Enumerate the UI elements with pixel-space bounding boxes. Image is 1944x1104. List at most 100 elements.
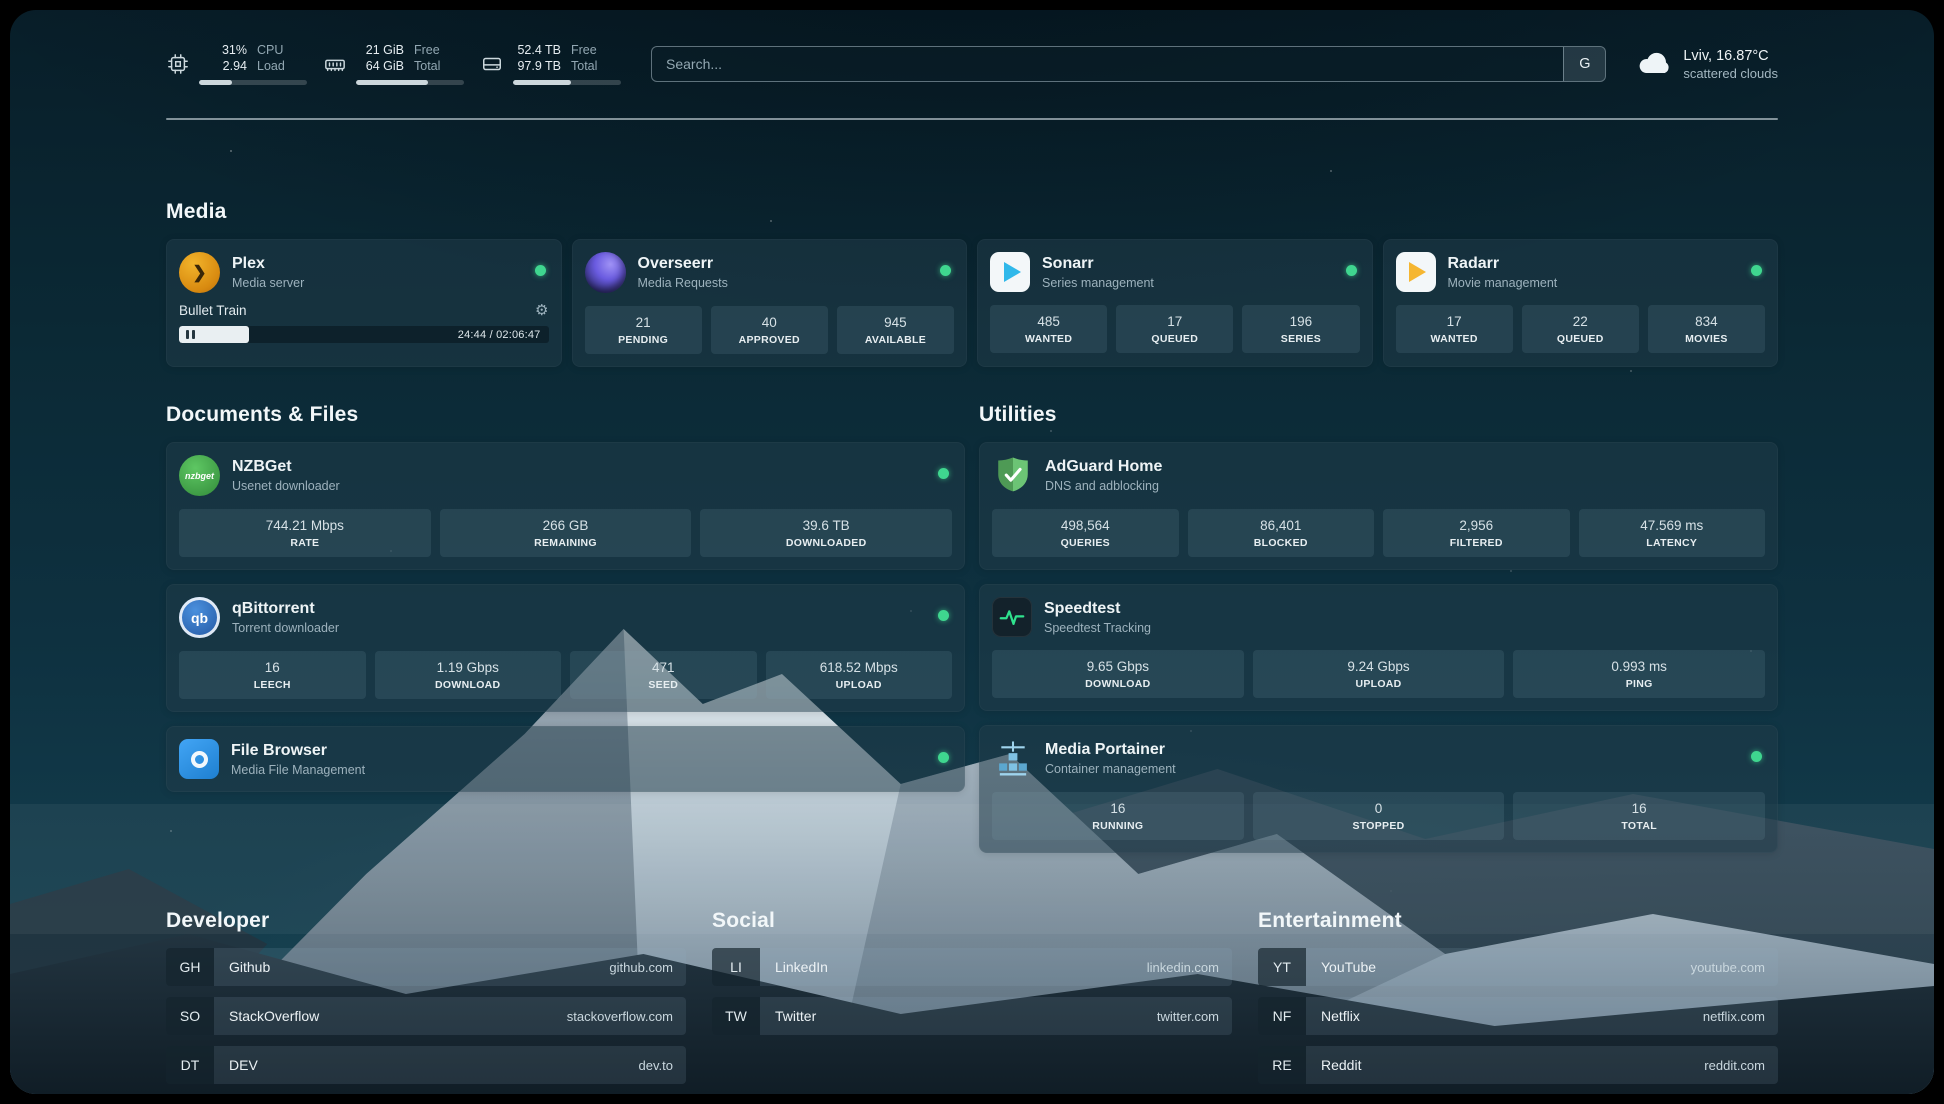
stat-label: UPLOAD bbox=[768, 679, 951, 691]
bookmark-twitter[interactable]: TW Twitter twitter.com bbox=[712, 997, 1232, 1035]
bookmark-abbr: SO bbox=[166, 997, 214, 1035]
stat-label: LEECH bbox=[181, 679, 364, 691]
stat-label: BLOCKED bbox=[1190, 537, 1373, 549]
stat-label: REMAINING bbox=[442, 537, 690, 549]
nzbget-status-dot bbox=[938, 468, 949, 479]
bookmark-abbr: DT bbox=[166, 1046, 214, 1084]
bookmark-name: StackOverflow bbox=[214, 997, 567, 1035]
stat-queued: 22 QUEUED bbox=[1522, 305, 1639, 353]
ram-free-value: 21 GiB bbox=[356, 43, 404, 59]
disk-total-value: 97.9 TB bbox=[513, 59, 561, 75]
overseerr-link[interactable]: Overseerr Media Requests bbox=[585, 252, 955, 293]
bookmark-linkedin[interactable]: LI LinkedIn linkedin.com bbox=[712, 948, 1232, 986]
bookmark-stackoverflow[interactable]: SO StackOverflow stackoverflow.com bbox=[166, 997, 686, 1035]
stat-value: 266 GB bbox=[442, 518, 690, 533]
sonarr-link[interactable]: Sonarr Series management bbox=[990, 252, 1360, 292]
stat-label: TOTAL bbox=[1515, 820, 1763, 832]
stat-value: 945 bbox=[839, 315, 952, 330]
stat-label: APPROVED bbox=[713, 334, 826, 346]
stat-value: 21 bbox=[587, 315, 700, 330]
social-section-title: Social bbox=[712, 909, 1232, 933]
plex-link[interactable]: ❯ Plex Media server bbox=[179, 252, 549, 293]
stat-value: 22 bbox=[1524, 314, 1637, 329]
pause-icon[interactable] bbox=[186, 330, 195, 339]
bookmark-abbr: YT bbox=[1258, 948, 1306, 986]
stat-upload: 9.24 Gbps UPLOAD bbox=[1253, 650, 1505, 698]
weather-widget: Lviv, 16.87°C scattered clouds bbox=[1636, 48, 1778, 81]
card-qbittorrent: qb qBittorrent Torrent downloader 16 LEE… bbox=[166, 584, 965, 712]
stat-ping: 0.993 ms PING bbox=[1513, 650, 1765, 698]
ram-bar bbox=[356, 80, 464, 85]
stat-value: 196 bbox=[1244, 314, 1357, 329]
adguard-link[interactable]: AdGuard Home DNS and adblocking bbox=[992, 455, 1765, 496]
speedtest-link[interactable]: Speedtest Speedtest Tracking bbox=[992, 597, 1765, 637]
bookmark-abbr: GH bbox=[166, 948, 214, 986]
bookmark-github[interactable]: GH Github github.com bbox=[166, 948, 686, 986]
stat-value: 17 bbox=[1118, 314, 1231, 329]
overseerr-name: Overseerr bbox=[638, 255, 728, 273]
bookmark-reddit[interactable]: RE Reddit reddit.com bbox=[1258, 1046, 1778, 1084]
stat-series: 196 SERIES bbox=[1242, 305, 1359, 353]
filebrowser-status-dot bbox=[938, 752, 949, 763]
search-input[interactable] bbox=[652, 47, 1563, 81]
speedtest-icon bbox=[992, 597, 1032, 637]
search-provider-button[interactable]: G bbox=[1563, 47, 1605, 81]
top-bar: 31% 2.94 CPU Load bbox=[166, 40, 1778, 88]
stat-value: 47.569 ms bbox=[1581, 518, 1764, 533]
qbittorrent-subtitle: Torrent downloader bbox=[232, 621, 339, 635]
stat-label: UPLOAD bbox=[1255, 678, 1503, 690]
radarr-icon bbox=[1396, 252, 1436, 292]
qbittorrent-name: qBittorrent bbox=[232, 600, 339, 618]
bookmark-dev[interactable]: DT DEV dev.to bbox=[166, 1046, 686, 1084]
disk-free-value: 52.4 TB bbox=[513, 43, 561, 59]
stat-label: WANTED bbox=[1398, 333, 1511, 345]
qbittorrent-link[interactable]: qb qBittorrent Torrent downloader bbox=[179, 597, 952, 638]
search-bar: G bbox=[651, 46, 1606, 82]
nzbget-icon: nzbget bbox=[179, 455, 220, 496]
disk-bar bbox=[513, 80, 621, 85]
speedtest-subtitle: Speedtest Tracking bbox=[1044, 621, 1151, 635]
nzbget-link[interactable]: nzbget NZBGet Usenet downloader bbox=[179, 455, 952, 496]
section-developer: Developer GH Github github.com SO StackO… bbox=[166, 909, 686, 1084]
bookmark-youtube[interactable]: YT YouTube youtube.com bbox=[1258, 948, 1778, 986]
card-speedtest: Speedtest Speedtest Tracking 9.65 Gbps D… bbox=[979, 584, 1778, 711]
filebrowser-link[interactable]: File Browser Media File Management bbox=[179, 739, 952, 779]
header-divider bbox=[166, 118, 1778, 120]
stat-label: WANTED bbox=[992, 333, 1105, 345]
stat-wanted: 485 WANTED bbox=[990, 305, 1107, 353]
disk-icon bbox=[480, 52, 504, 76]
stat-value: 471 bbox=[572, 660, 755, 675]
plex-progress-bar[interactable]: 24:44 / 02:06:47 bbox=[179, 326, 549, 343]
bookmark-name: YouTube bbox=[1306, 948, 1691, 986]
stat-value: 485 bbox=[992, 314, 1105, 329]
cpu-bar-fill bbox=[199, 80, 232, 85]
bookmark-url: twitter.com bbox=[1157, 997, 1232, 1035]
plex-time: 24:44 / 02:06:47 bbox=[458, 329, 541, 341]
stat-value: 86,401 bbox=[1190, 518, 1373, 533]
ram-widget: 21 GiB 64 GiB Free Total bbox=[323, 43, 464, 84]
radarr-subtitle: Movie management bbox=[1448, 276, 1558, 290]
stat-queued: 17 QUEUED bbox=[1116, 305, 1233, 353]
dashboard-screen: 31% 2.94 CPU Load bbox=[10, 10, 1934, 1094]
stat-wanted: 17 WANTED bbox=[1396, 305, 1513, 353]
stat-value: 2,956 bbox=[1385, 518, 1568, 533]
overseerr-subtitle: Media Requests bbox=[638, 276, 728, 290]
bookmark-name: LinkedIn bbox=[760, 948, 1147, 986]
section-documents: Documents & Files nzbget NZBGet Usenet d… bbox=[166, 403, 965, 792]
stat-value: 16 bbox=[1515, 801, 1763, 816]
bookmark-abbr: NF bbox=[1258, 997, 1306, 1035]
bookmark-netflix[interactable]: NF Netflix netflix.com bbox=[1258, 997, 1778, 1035]
card-plex: ❯ Plex Media server Bullet Train ⚙ bbox=[166, 239, 562, 367]
overseerr-icon bbox=[585, 252, 626, 293]
stat-label: PING bbox=[1515, 678, 1763, 690]
plex-settings-gear-icon[interactable]: ⚙ bbox=[535, 303, 548, 318]
radarr-link[interactable]: Radarr Movie management bbox=[1396, 252, 1766, 292]
bookmark-url: reddit.com bbox=[1704, 1046, 1778, 1084]
stat-label: DOWNLOAD bbox=[994, 678, 1242, 690]
media-section-title: Media bbox=[166, 200, 1778, 224]
portainer-link[interactable]: Media Portainer Container management bbox=[992, 738, 1765, 779]
card-radarr: Radarr Movie management 17 WANTED 22 QUE… bbox=[1383, 239, 1779, 367]
bookmark-url: github.com bbox=[609, 948, 686, 986]
card-adguard: AdGuard Home DNS and adblocking 498,564 … bbox=[979, 442, 1778, 570]
stat-value: 618.52 Mbps bbox=[768, 660, 951, 675]
